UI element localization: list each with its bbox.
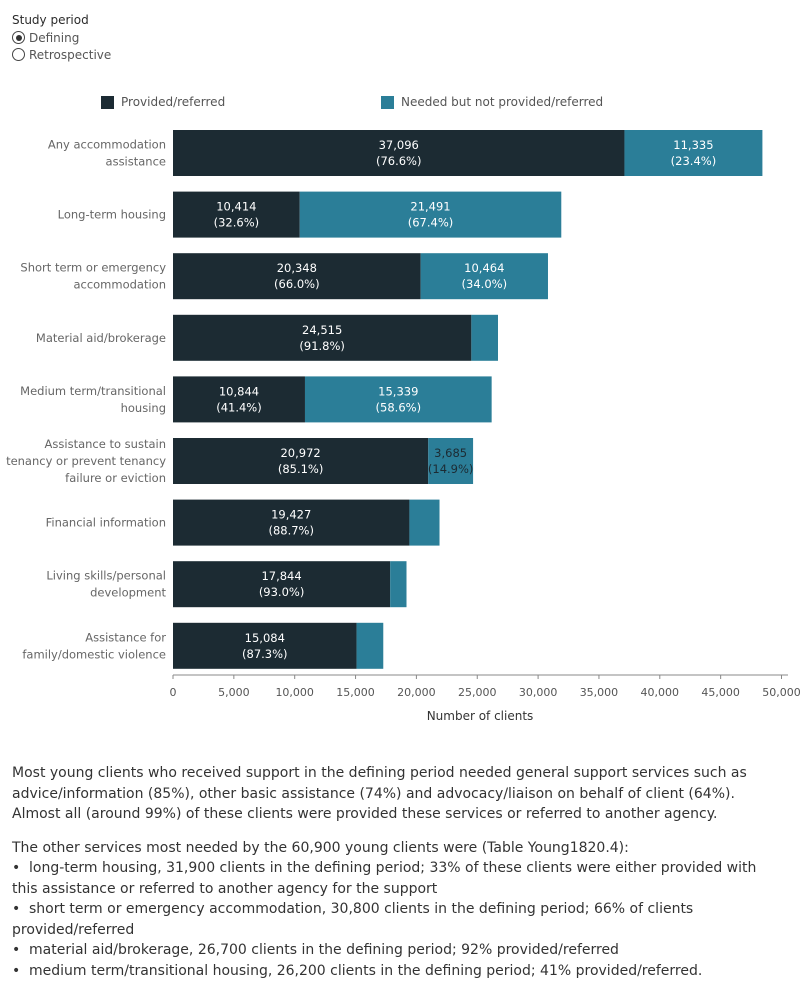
data-label: 10,464 (34.0%) <box>462 261 508 291</box>
category-label: Living skills/personal development <box>46 569 166 600</box>
bar-needed <box>624 130 763 176</box>
legend-item-provided[interactable]: Provided/referred <box>101 95 225 109</box>
bar-provided <box>173 622 357 669</box>
x-tick-label: 5,000 <box>218 686 250 699</box>
bullet-icon: • <box>12 860 21 876</box>
data-label: 10,414 (32.6%) <box>214 200 260 230</box>
data-label: 37,096 (76.6%) <box>376 138 422 168</box>
list-item: • long-term housing, 31,900 clients in th… <box>12 860 757 897</box>
list-item: • material aid/brokerage, 26,700 clients … <box>12 940 782 961</box>
commentary-paragraph: Most young clients who received support … <box>12 765 747 822</box>
x-tick-label: 20,000 <box>397 686 436 699</box>
legend-label-provided: Provided/referred <box>121 95 226 109</box>
x-tick-label: 50,000 <box>762 686 800 699</box>
bar-provided <box>173 191 300 238</box>
filter-title: Study period <box>12 13 89 27</box>
data-label: 19,427 (88.7%) <box>268 508 314 538</box>
legend-swatch-provided <box>101 95 114 109</box>
bar-provided <box>173 499 410 546</box>
x-tick-label: 0 <box>170 686 177 699</box>
bar-needed <box>304 376 492 423</box>
x-axis-title: Number of clients <box>427 709 534 723</box>
category-label: Assistance for family/domestic violence <box>22 630 166 661</box>
radio-unselected-icon[interactable] <box>12 48 25 61</box>
radio-label: Defining <box>29 30 80 45</box>
list-item: • medium term/transitional housing, 26,20… <box>12 961 782 982</box>
commentary: Most young clients who received support … <box>12 763 782 981</box>
bar-provided <box>173 376 305 423</box>
x-tick-label: 40,000 <box>641 686 680 699</box>
bar-provided <box>173 561 391 608</box>
data-label: 15,339 (58.6%) <box>376 384 422 414</box>
category-label: Financial information <box>46 516 166 530</box>
legend-swatch-needed <box>381 95 394 109</box>
category-label: Any accommodation assistance <box>48 138 166 169</box>
data-label: 10,844 (41.4%) <box>216 384 262 414</box>
data-label: 20,348 (66.0%) <box>274 261 320 291</box>
bullet-icon: • <box>12 962 21 979</box>
x-tick-label: 35,000 <box>580 686 619 699</box>
legend-label-needed: Needed but not provided/referred <box>401 95 604 109</box>
radio-defining[interactable]: Defining <box>12 29 111 46</box>
category-label: Medium term/transitional housing <box>20 384 166 415</box>
data-label: 15,084 (87.3%) <box>242 631 288 661</box>
bar-needed <box>356 622 384 669</box>
bar-needed <box>428 438 474 484</box>
bar-needed <box>390 561 407 608</box>
data-label: 17,844 (93.0%) <box>259 569 305 599</box>
data-label: 3,685 (14.9%) <box>428 446 474 476</box>
stacked-bar-chart: Any accommodation assistance 37,096 (76.6%)… <box>6 130 800 723</box>
x-tick-label: 25,000 <box>458 686 497 699</box>
data-label: 21,491 (67.4%) <box>408 200 454 230</box>
bar-provided <box>173 314 472 361</box>
data-label: 24,515 (91.8%) <box>299 323 345 353</box>
radio-selected-icon[interactable] <box>12 31 25 44</box>
category-label: Assistance to sustain tenancy or prevent … <box>6 437 166 485</box>
category-label: Long-term housing <box>58 208 166 222</box>
legend-item-needed[interactable]: Needed but not provided/referred <box>381 95 603 109</box>
bullet-icon: • <box>12 901 21 917</box>
bar-needed <box>420 253 548 300</box>
bar-needed <box>299 191 562 238</box>
bullet-icon: • <box>12 942 21 958</box>
list-item: • short term or emergency accommodation, … <box>12 901 694 938</box>
category-label: Material aid/brokerage <box>36 331 166 345</box>
data-label: 20,972 (85.1%) <box>278 446 324 476</box>
x-tick-label: 30,000 <box>519 686 558 699</box>
x-tick-label: 10,000 <box>275 686 314 699</box>
x-tick-label: 15,000 <box>336 686 375 699</box>
radio-retrospective[interactable]: Retrospective <box>12 46 111 63</box>
category-label: Short term or emergency accommodation <box>20 261 166 292</box>
commentary-bullet-list: • long-term housing, 31,900 clients in th… <box>12 858 782 981</box>
bar-provided <box>173 253 421 300</box>
bar-needed <box>471 314 498 361</box>
bar-provided <box>173 130 625 176</box>
commentary-intro: The other services most needed by the 60… <box>12 839 629 856</box>
radio-label: Retrospective <box>29 47 112 62</box>
data-label: 11,335 (23.4%) <box>671 138 717 168</box>
x-tick-label: 45,000 <box>701 686 740 699</box>
bar-needed <box>409 499 440 546</box>
study-period-filter: Study period Defining Retrospective <box>12 13 111 63</box>
bar-provided <box>173 438 429 484</box>
